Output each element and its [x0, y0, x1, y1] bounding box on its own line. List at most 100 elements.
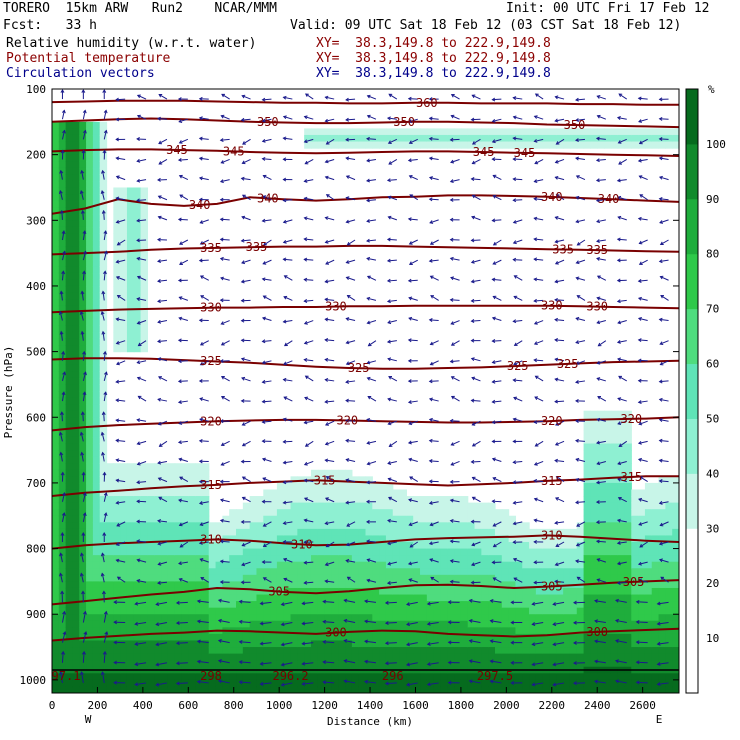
- humidity-cell: [222, 561, 230, 569]
- wind-vector-head: [366, 418, 371, 422]
- humidity-cell: [651, 601, 660, 609]
- humidity-cell: [133, 233, 142, 241]
- wind-vector-head: [62, 250, 66, 255]
- humidity-cell: [79, 299, 87, 307]
- humidity-cell: [644, 614, 653, 622]
- humidity-cell: [583, 436, 592, 445]
- humidity-cell: [270, 601, 278, 609]
- humidity-cell: [597, 502, 605, 510]
- wind-vector-head: [219, 298, 224, 303]
- humidity-cell: [494, 528, 503, 537]
- humidity-cell: [99, 318, 108, 326]
- humidity-cell: [345, 614, 353, 622]
- humidity-cell: [631, 542, 639, 550]
- humidity-cell: [72, 673, 80, 681]
- humidity-cell: [140, 233, 149, 241]
- humidity-cell: [338, 469, 346, 477]
- humidity-cell: [617, 607, 626, 615]
- humidity-cell: [249, 653, 258, 661]
- humidity-cell: [154, 686, 162, 693]
- humidity-cell: [208, 548, 217, 556]
- wind-vector: [197, 640, 209, 644]
- wind-vector: [260, 662, 272, 665]
- humidity-cell: [529, 548, 537, 556]
- humidity-cell: [610, 496, 619, 504]
- humidity-cell: [467, 568, 476, 576]
- wind-vector-head: [103, 230, 108, 235]
- wind-vector-head: [196, 619, 201, 624]
- humidity-cell: [624, 594, 632, 602]
- humidity-cell: [147, 469, 155, 477]
- humidity-cell: [467, 653, 476, 661]
- humidity-cell: [181, 653, 189, 661]
- forecast-hour: Fcst: 33 h: [3, 18, 97, 33]
- humidity-cell: [72, 633, 80, 642]
- wind-vector-head: [198, 96, 203, 101]
- humidity-cell: [392, 653, 401, 661]
- humidity-cell: [229, 548, 237, 556]
- humidity-cell: [440, 542, 448, 550]
- wind-vector: [325, 420, 335, 426]
- humidity-cell: [249, 660, 258, 668]
- wind-vector-head: [470, 319, 475, 323]
- wind-vector: [242, 159, 251, 164]
- humidity-cell: [481, 535, 489, 543]
- wind-vector-head: [219, 479, 224, 484]
- wind-vector: [346, 479, 356, 483]
- humidity-cell: [365, 594, 373, 602]
- humidity-cell: [563, 627, 571, 635]
- humidity-cell: [631, 141, 639, 149]
- humidity-cell: [174, 522, 183, 530]
- humidity-cell: [154, 653, 162, 661]
- humidity-cell: [188, 515, 196, 523]
- humidity-cell: [535, 528, 544, 537]
- humidity-cell: [426, 528, 435, 537]
- humidity-cell: [658, 496, 666, 504]
- humidity-cell: [167, 535, 176, 543]
- wind-vector: [493, 521, 502, 527]
- humidity-cell: [65, 450, 74, 458]
- humidity-cell: [549, 528, 557, 537]
- humidity-cell: [65, 522, 74, 530]
- humidity-cell: [569, 686, 578, 693]
- humidity-cell: [290, 515, 298, 523]
- humidity-cell: [283, 496, 292, 504]
- humidity-cell: [256, 555, 264, 563]
- humidity-cell: [665, 640, 673, 648]
- humidity-cell: [535, 574, 544, 582]
- humidity-cell: [52, 397, 60, 405]
- wind-vector-head: [366, 256, 371, 261]
- humidity-cell: [195, 548, 203, 556]
- humidity-cell: [338, 482, 346, 491]
- wind-vector: [326, 194, 335, 201]
- wind-vector: [367, 297, 377, 301]
- humidity-cell: [72, 391, 80, 399]
- wind-vector-head: [470, 177, 475, 182]
- wind-vector: [492, 317, 502, 322]
- wind-vector: [430, 521, 439, 526]
- wind-vector-head: [59, 330, 64, 335]
- humidity-cell: [583, 673, 592, 681]
- humidity-cell: [195, 633, 203, 642]
- wind-vector-head: [261, 379, 266, 384]
- wind-vector-head: [178, 174, 183, 179]
- humidity-cell: [52, 305, 60, 313]
- humidity-cell: [201, 548, 210, 556]
- humidity-cell: [236, 640, 244, 648]
- humidity-cell: [249, 607, 258, 615]
- wind-vector: [451, 376, 460, 382]
- humidity-cell: [658, 627, 666, 635]
- humidity-cell: [331, 640, 339, 648]
- humidity-cell: [331, 482, 339, 491]
- humidity-cell: [658, 509, 666, 517]
- humidity-cell: [133, 266, 142, 274]
- humidity-cell: [195, 555, 203, 563]
- humidity-cell: [126, 312, 135, 320]
- wind-vector: [263, 175, 272, 181]
- wind-vector-head: [102, 650, 107, 655]
- wind-vector: [135, 601, 147, 605]
- wind-vector: [492, 400, 502, 403]
- humidity-cell: [372, 679, 380, 688]
- humidity-cell: [304, 587, 312, 596]
- wind-vector-head: [115, 478, 120, 483]
